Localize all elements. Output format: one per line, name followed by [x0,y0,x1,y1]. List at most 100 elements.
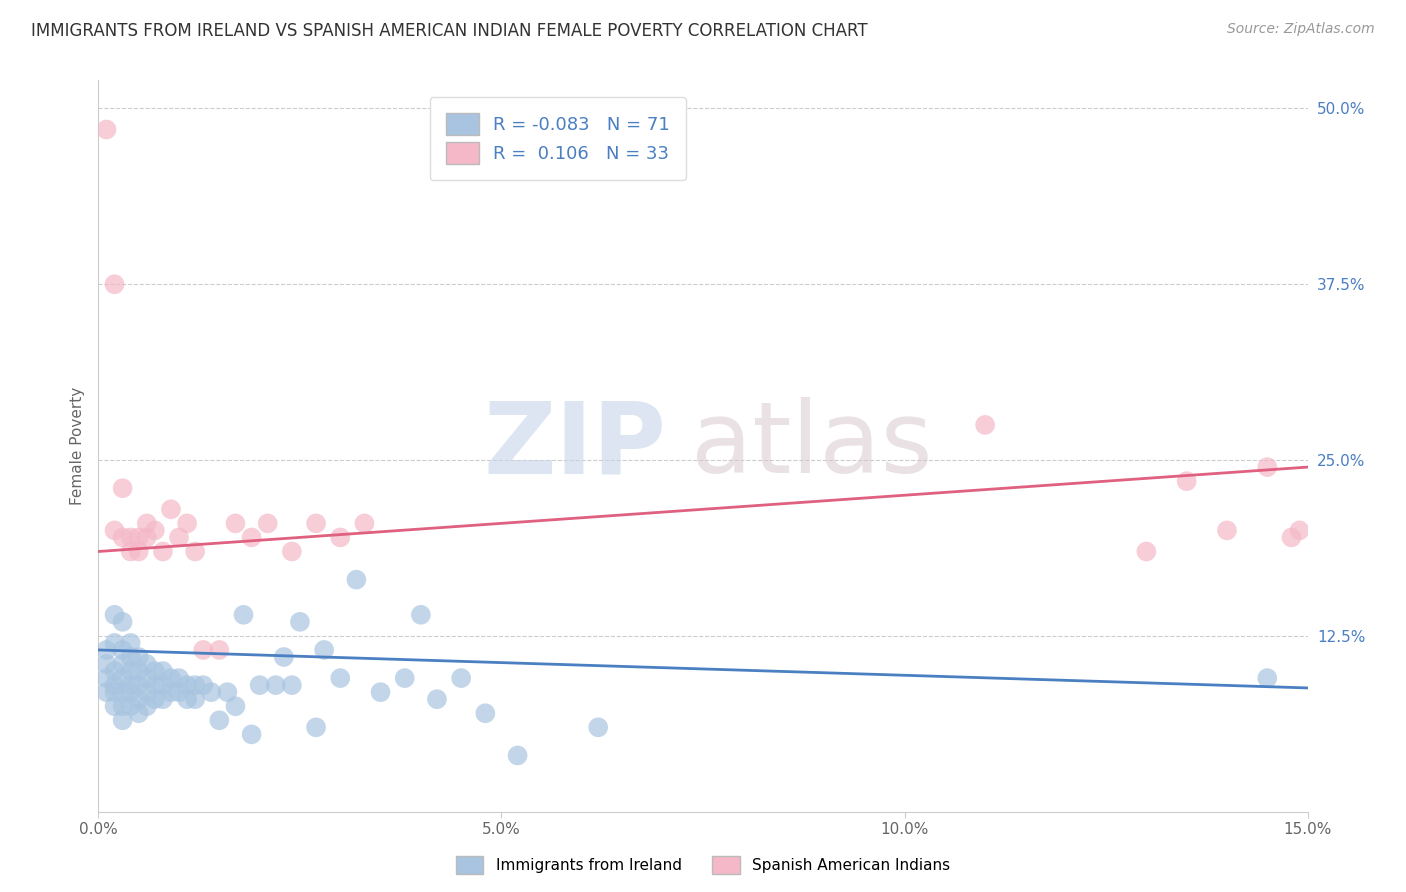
Point [120,664,142,678]
Point [305,516,328,531]
Point [353,516,375,531]
Point [256,516,278,531]
Point [281,544,304,558]
Point [1135,544,1157,558]
Point [167,685,190,699]
Point [329,530,352,544]
Point [160,685,183,699]
Point [96,671,118,685]
Point [167,530,190,544]
Point [314,643,336,657]
Point [176,516,198,531]
Point [370,685,392,699]
Point [111,671,134,685]
Point [135,530,157,544]
Text: IMMIGRANTS FROM IRELAND VS SPANISH AMERICAN INDIAN FEMALE POVERTY CORRELATION CH: IMMIGRANTS FROM IRELAND VS SPANISH AMERI… [31,22,868,40]
Point [1281,530,1303,544]
Point [111,530,134,544]
Point [103,607,125,622]
Point [506,748,529,763]
Legend: Immigrants from Ireland, Spanish American Indians: Immigrants from Ireland, Spanish America… [450,850,956,880]
Point [103,685,125,699]
Point [474,706,496,721]
Point [111,615,134,629]
Legend: R = -0.083   N = 71, R =  0.106   N = 33: R = -0.083 N = 71, R = 0.106 N = 33 [430,96,686,180]
Point [111,657,134,671]
Point [208,714,231,728]
Point [160,502,183,516]
Point [120,699,142,714]
Point [96,122,118,136]
Point [103,699,125,714]
Point [232,607,254,622]
Point [103,524,125,538]
Point [135,657,157,671]
Point [111,685,134,699]
Point [200,685,222,699]
Point [128,664,150,678]
Point [103,678,125,692]
Point [184,678,207,692]
Point [111,714,134,728]
Point [128,650,150,665]
Point [152,678,174,692]
Point [96,657,118,671]
Point [128,678,150,692]
Point [143,524,166,538]
Point [224,516,246,531]
Point [224,699,246,714]
Point [128,692,150,706]
Text: ZIP: ZIP [484,398,666,494]
Point [586,720,609,734]
Point [167,671,190,685]
Point [96,685,118,699]
Point [128,706,150,721]
Point [217,685,239,699]
Point [240,530,263,544]
Point [344,573,367,587]
Text: Source: ZipAtlas.com: Source: ZipAtlas.com [1227,22,1375,37]
Text: atlas: atlas [690,398,932,494]
Point [143,664,166,678]
Point [1288,524,1310,538]
Point [240,727,263,741]
Point [974,417,997,432]
Point [135,699,157,714]
Point [176,678,198,692]
Point [426,692,449,706]
Point [288,615,311,629]
Point [135,671,157,685]
Point [120,530,142,544]
Point [394,671,416,685]
Point [120,650,142,665]
Point [264,678,287,692]
Point [1256,460,1278,475]
Point [208,643,231,657]
Point [128,530,150,544]
Point [249,678,271,692]
Point [135,516,157,531]
Point [128,544,150,558]
Point [152,544,174,558]
Point [120,678,142,692]
Point [111,699,134,714]
Point [184,692,207,706]
Point [120,685,142,699]
Point [329,671,352,685]
Point [193,643,215,657]
Point [135,685,157,699]
Point [193,678,215,692]
Point [120,544,142,558]
Point [103,664,125,678]
Point [450,671,472,685]
Point [143,678,166,692]
Point [96,643,118,657]
Point [409,607,432,622]
Point [160,671,183,685]
Point [1256,671,1278,685]
Point [143,692,166,706]
Point [184,544,207,558]
Point [176,692,198,706]
Y-axis label: Female Poverty: Female Poverty [69,387,84,505]
Point [152,664,174,678]
